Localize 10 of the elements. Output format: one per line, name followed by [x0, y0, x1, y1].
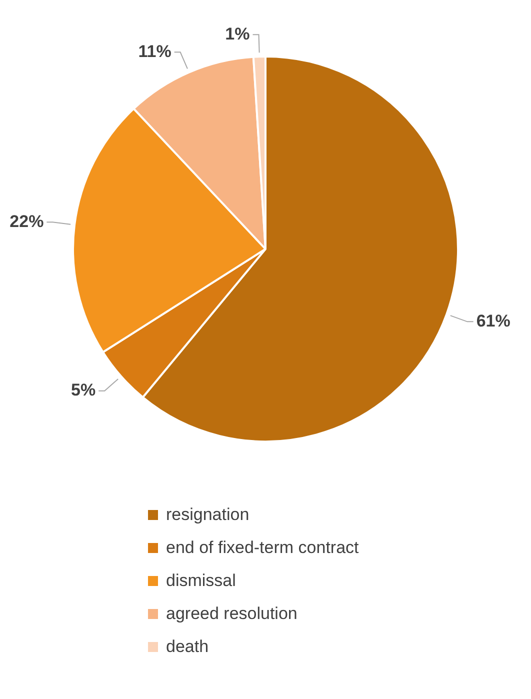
- data-label: 61%: [476, 311, 510, 330]
- data-label: 5%: [71, 380, 96, 400]
- legend-label: end of fixed-term contract: [166, 538, 359, 558]
- legend-label: resignation: [166, 504, 250, 524]
- legend-label: death: [166, 636, 209, 656]
- legend-label: agreed resolution: [166, 604, 298, 624]
- data-label: 1%: [225, 24, 250, 44]
- data-label: 11%: [138, 42, 172, 61]
- legend-label: dismissal: [166, 570, 236, 590]
- data-label: 22%: [10, 212, 44, 231]
